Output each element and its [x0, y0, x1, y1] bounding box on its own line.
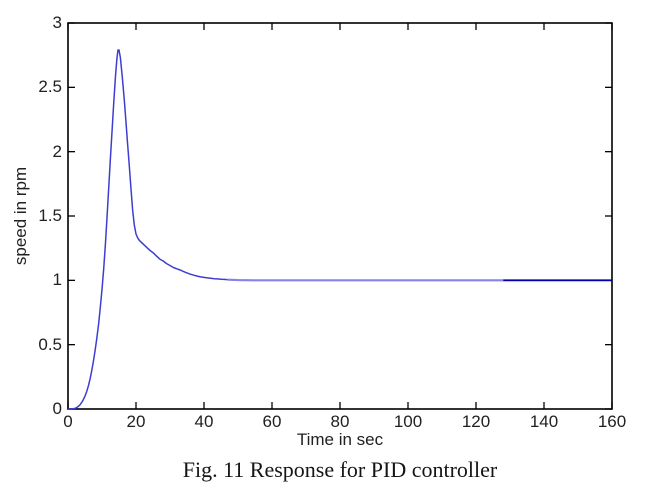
figure-caption: Fig. 11 Response for PID controller: [182, 457, 498, 482]
y-tick-label: 2: [52, 141, 62, 161]
y-tick-label: 0: [52, 399, 62, 418]
y-tick-label: 0.5: [38, 334, 62, 354]
x-tick-label: 40: [194, 412, 214, 431]
x-axis-label: Time in sec: [296, 430, 384, 449]
x-tick-label: 0: [63, 412, 73, 431]
x-tick-label: 20: [126, 412, 146, 431]
y-axis-label: speed in rpm: [11, 166, 30, 266]
y-tick-label: 1: [52, 270, 62, 290]
x-tick-label: 120: [461, 412, 491, 431]
y-tick-label: 1.5: [38, 206, 62, 225]
y-tick-label: 2.5: [38, 77, 62, 97]
y-tick-label: 3: [52, 13, 62, 32]
axes-box: [67, 22, 613, 410]
x-tick-label: 100: [393, 412, 423, 431]
x-tick-label: 160: [597, 412, 627, 431]
x-tick-label: 80: [330, 412, 350, 431]
response-curve: [227, 278, 504, 282]
x-tick-label: 140: [529, 412, 559, 431]
response-curve: [67, 49, 228, 410]
x-tick-label: 60: [262, 412, 282, 431]
